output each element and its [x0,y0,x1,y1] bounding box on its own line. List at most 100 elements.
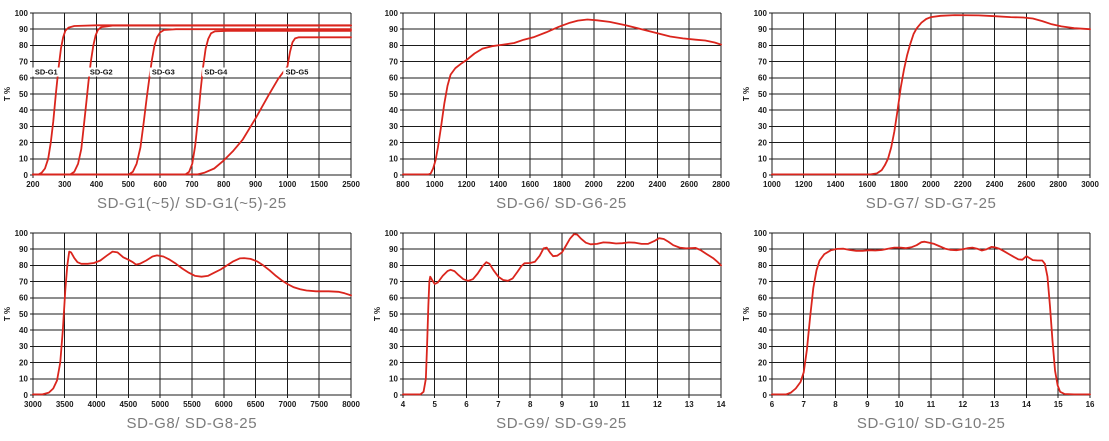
y-tick-label: 100 [384,229,398,238]
x-tick-label: 2000 [922,180,940,189]
y-tick-label: 0 [393,171,398,180]
x-tick-label: 6500 [247,400,265,409]
y-tick-label: 20 [19,138,28,147]
x-tick-label: 3500 [56,400,74,409]
y-tick-label: 20 [758,138,767,147]
x-tick-label: 2600 [680,180,698,189]
chart-canvas-sd-g10: 6 7 8 9 10 11 12 13 14 15 16 0 10 20 30 40 50 60 70 80 90 100… [742,229,1095,409]
x-tick-label: 1800 [891,180,909,189]
series-curve-sd-g6 [401,18,722,176]
y-tick-label: 10 [19,375,28,384]
series-label-sd-g1: SD-G1 [35,68,58,77]
y-tick-label: 50 [19,90,28,99]
series-label-bg [202,67,230,77]
x-tick-label: 11 [621,400,630,409]
y-tick-label: 40 [758,106,767,115]
y-tick-label: 10 [758,375,767,384]
y-tick-label: 100 [15,229,29,238]
series-curve-sd-g2 [32,24,352,176]
x-tick-label: 7 [802,400,807,409]
y-tick-label: 70 [389,57,398,66]
y-tick-label: 80 [19,261,28,270]
y-tick-label: 50 [758,90,767,99]
grid-lines [399,232,722,398]
x-tick-label: 12 [959,400,968,409]
y-axis-title: T % [742,307,751,321]
x-tick-label: 7500 [310,400,328,409]
y-tick-label: 30 [758,342,767,351]
axis-labels: 1000 1200 1400 1600 1800 2000 2200 2400 2600 2800… [754,9,1100,189]
x-tick-label: 800 [217,180,231,189]
y-tick-label: 90 [389,245,398,254]
chart-panel-sd-g1-5: 200 300 400 500 600 700 800 900 1000 1500 2500 0 10 2… [0,0,370,220]
chart-panel-sd-g6: 800 1000 1200 1400 1600 1800 2000 2200 2400 2600 2… [370,0,740,220]
y-tick-label: 70 [758,277,767,286]
x-tick-label: 6 [464,400,469,409]
x-tick-label: 7000 [279,400,297,409]
x-tick-label: 2200 [616,180,634,189]
x-tick-label: 6 [770,400,775,409]
chart-panel-sd-g8: 3000 3500 4000 4500 5000 5500 6000 6500 7000 7500… [0,220,370,441]
y-tick-label: 100 [384,9,398,18]
x-tick-label: 1000 [763,180,781,189]
x-tick-label: 16 [1086,400,1095,409]
chart-panel-sd-g9: 4 5 6 7 8 9 10 11 12 13 14 0 10 20 30 40 50 60 70 80 90 100 T … [370,220,740,441]
y-tick-label: 0 [763,391,768,400]
x-tick-label: 1200 [457,180,475,189]
chart-canvas-sd-g6: 800 1000 1200 1400 1600 1800 2000 2200 2400 2600 2… [384,9,730,189]
x-tick-label: 4500 [119,400,137,409]
y-tick-label: 50 [389,90,398,99]
y-tick-label: 80 [389,41,398,50]
y-tick-label: 90 [389,25,398,34]
y-tick-label: 0 [393,391,398,400]
y-tick-label: 30 [19,122,28,131]
x-tick-label: 11 [927,400,936,409]
y-tick-label: 0 [763,171,768,180]
grid-lines [769,232,1091,398]
y-tick-label: 70 [389,277,398,286]
y-tick-label: 10 [19,155,28,164]
x-tick-label: 2800 [1050,180,1068,189]
x-tick-label: 300 [58,180,72,189]
x-tick-label: 5500 [183,400,201,409]
x-tick-label: 700 [185,180,199,189]
y-tick-label: 30 [19,342,28,351]
y-tick-label: 10 [758,155,767,164]
x-tick-label: 8000 [342,400,360,409]
y-tick-label: 100 [15,9,29,18]
x-tick-label: 1000 [279,180,297,189]
chart-caption: SD-G8/ SD-G8-25 [126,415,258,432]
series-label-bg [149,67,178,77]
y-tick-label: 100 [754,9,768,18]
x-tick-label: 2400 [648,180,666,189]
y-tick-label: 60 [758,294,767,303]
y-tick-label: 80 [758,261,767,270]
series-label-bg [32,67,60,77]
y-tick-label: 20 [389,358,398,367]
y-tick-label: 50 [758,310,767,319]
x-tick-label: 9 [865,400,870,409]
y-tick-label: 20 [19,358,28,367]
x-tick-label: 3000 [24,400,42,409]
x-tick-label: 8 [528,400,533,409]
x-tick-label: 1500 [310,180,328,189]
series-label-sd-g4: SD-G4 [204,68,228,77]
series-curve-sd-g5 [32,36,352,176]
x-tick-label: 5 [432,400,437,409]
y-tick-label: 10 [389,155,398,164]
x-tick-label: 900 [249,180,263,189]
y-tick-label: 90 [19,25,28,34]
x-tick-label: 8 [834,400,839,409]
chart-canvas-sd-g7: 1000 1200 1400 1600 1800 2000 2200 2400 2600 2800… [742,9,1100,189]
axis-labels: 6 7 8 9 10 11 12 13 14 15 16 0 10 20 30 40 50 60 70 80 90 100 [754,229,1095,409]
x-tick-label: 2200 [954,180,972,189]
grid-lines [399,12,722,178]
y-axis-title: T % [3,307,12,321]
x-tick-label: 2800 [712,180,730,189]
y-tick-label: 40 [389,106,398,115]
series-curve-sd-g9 [401,233,722,396]
series-curve-sd-g3 [32,28,352,176]
x-tick-label: 10 [589,400,598,409]
chart-caption: SD-G9/ SD-G9-25 [496,415,627,432]
